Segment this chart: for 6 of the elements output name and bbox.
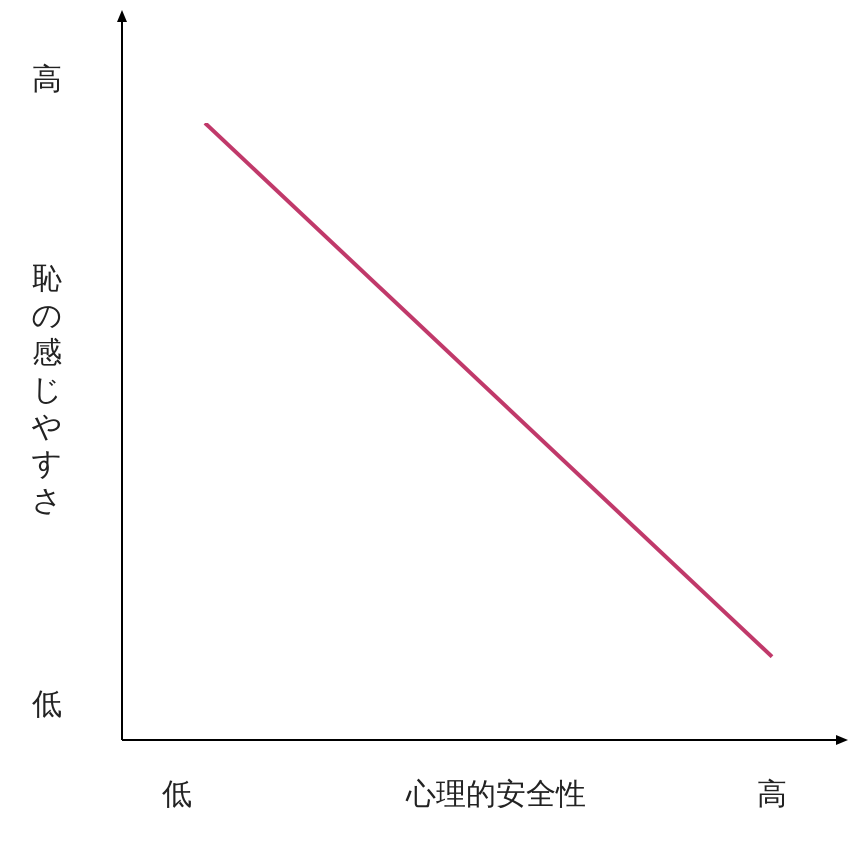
text: 低 [32, 687, 62, 722]
text: 高 [757, 777, 787, 812]
text: 低 [162, 777, 192, 812]
x-axis-title: 心理的安全性 [406, 777, 586, 812]
y-axis-title: 恥の感じやすさ [32, 260, 62, 520]
text: 高 [32, 62, 62, 97]
